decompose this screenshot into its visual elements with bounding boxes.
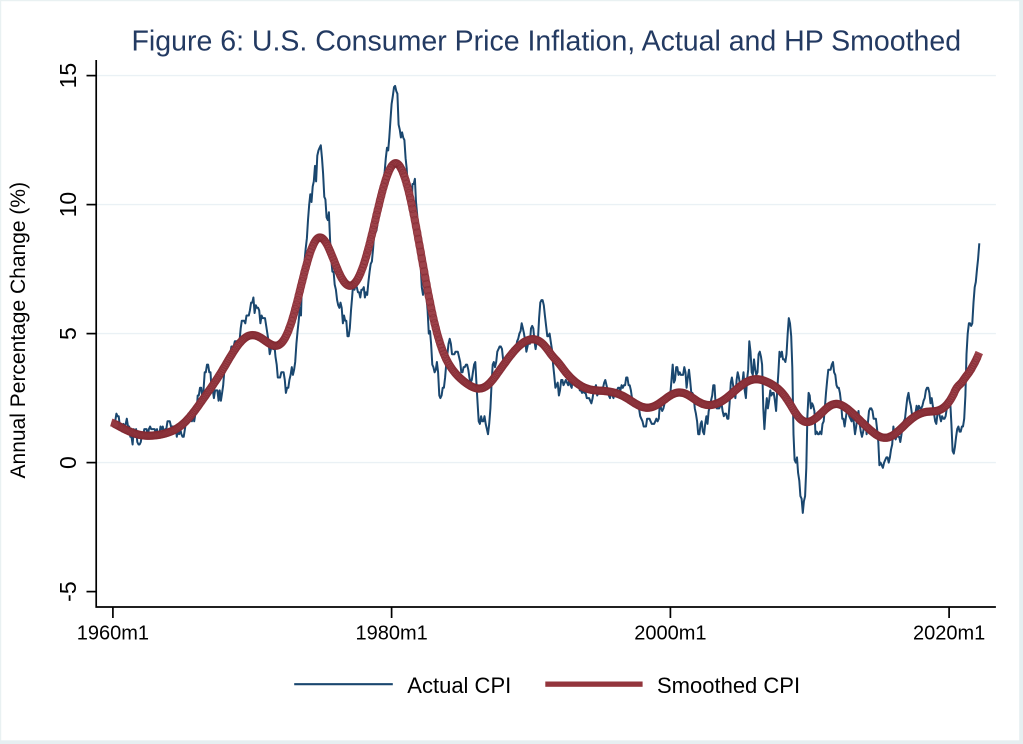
svg-text:10: 10	[55, 192, 81, 218]
svg-text:Smoothed CPI: Smoothed CPI	[657, 673, 800, 698]
svg-text:Actual CPI: Actual CPI	[407, 673, 511, 698]
svg-text:2000m1: 2000m1	[634, 623, 706, 645]
svg-text:0: 0	[55, 456, 81, 469]
svg-text:2020m1: 2020m1	[913, 623, 985, 645]
svg-text:5: 5	[55, 327, 81, 340]
svg-text:1960m1: 1960m1	[77, 623, 149, 645]
svg-text:Figure 6: U.S. Consumer Price: Figure 6: U.S. Consumer Price Inflation,…	[132, 26, 962, 58]
svg-text:-5: -5	[55, 581, 81, 601]
svg-text:1980m1: 1980m1	[355, 623, 427, 645]
svg-text:15: 15	[55, 63, 81, 89]
svg-text:Annual Percentage Change (%): Annual Percentage Change (%)	[7, 182, 30, 479]
